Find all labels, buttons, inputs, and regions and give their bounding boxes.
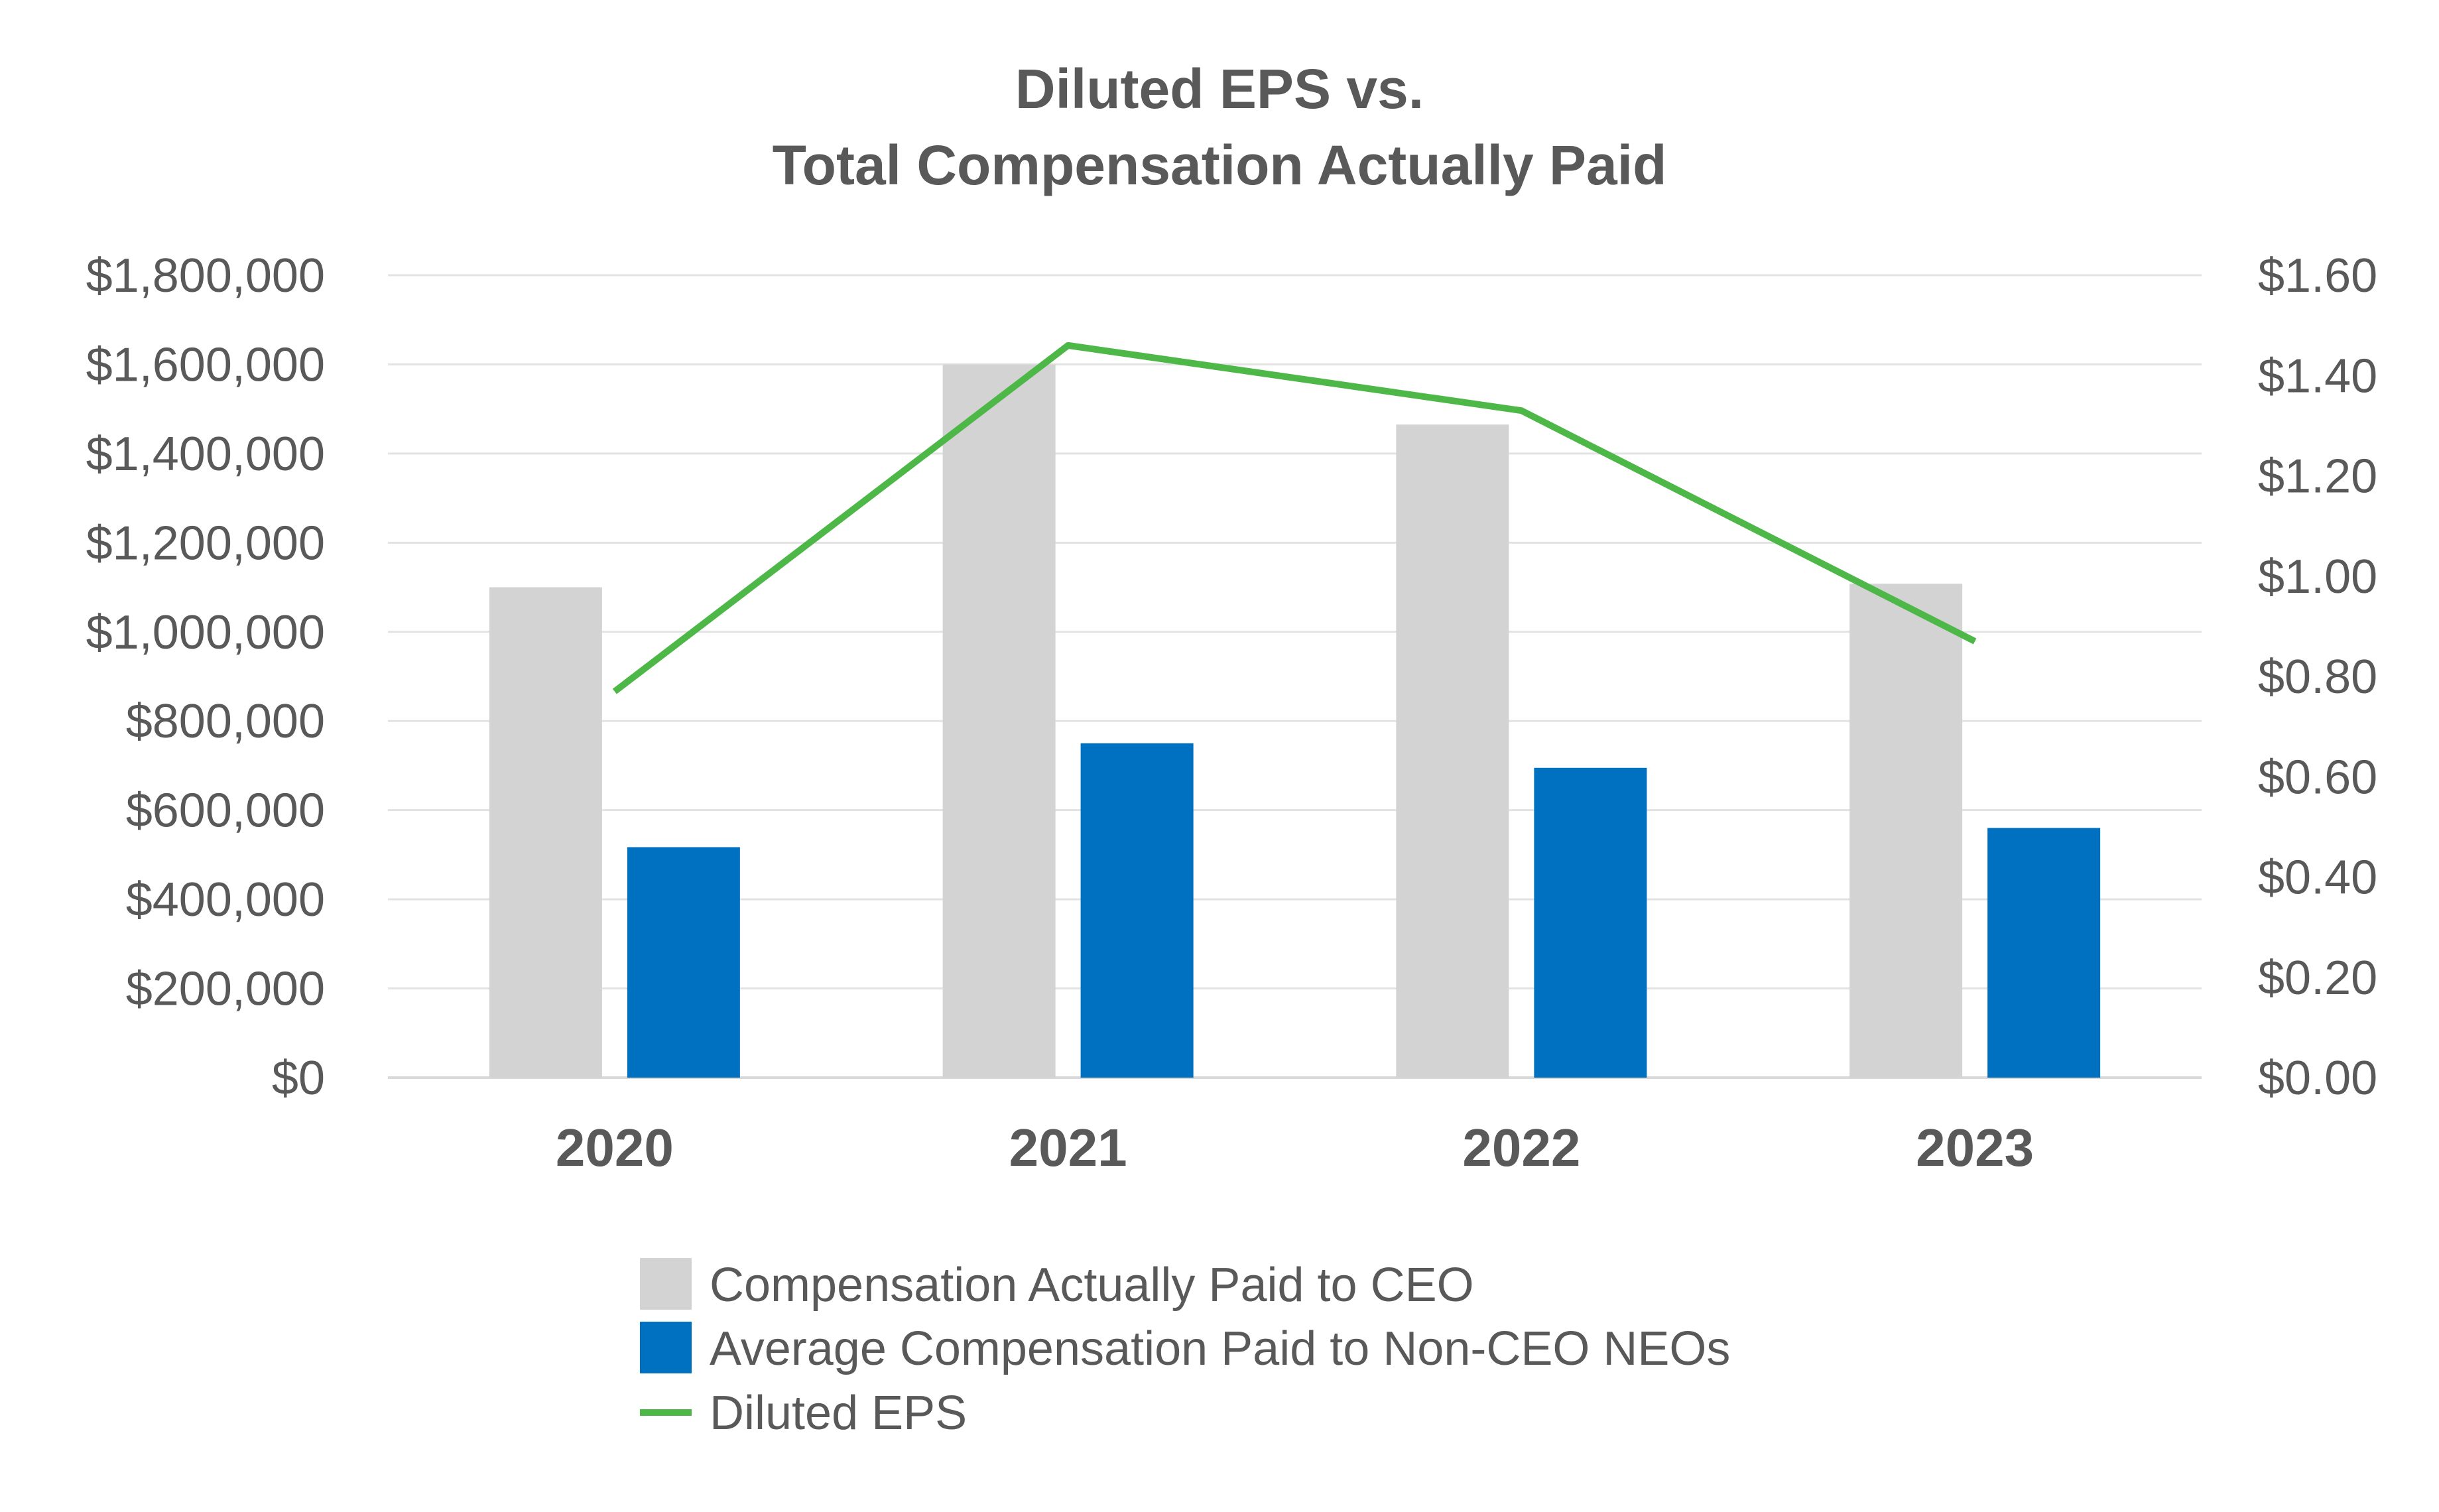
eps-line-series	[612, 342, 1977, 694]
right-axis-tick-label: $0.80	[2258, 651, 2377, 704]
bar-neo-2023	[1987, 828, 2101, 1078]
bar-ceo-2021	[942, 364, 1056, 1078]
right-axis-tick-label: $0.20	[2258, 952, 2377, 1005]
right-axis-tick-label: $1.60	[2258, 249, 2377, 302]
right-axis-tick-label: $1.00	[2258, 550, 2377, 603]
right-axis-tick-label: $0.60	[2258, 751, 2377, 804]
legend-label-2: Diluted EPS	[710, 1387, 967, 1440]
left-axis-tick-label: $1,800,000	[86, 249, 325, 302]
legend-swatch-neo	[640, 1322, 692, 1373]
right-axis-tick-label: $1.40	[2258, 349, 2377, 403]
chart-title-line-1: Diluted EPS vs.	[1015, 58, 1424, 120]
right-axis-tick-label: $0.00	[2258, 1052, 2377, 1105]
right-axis-tick-label: $0.40	[2258, 851, 2377, 905]
bar-neo-2021	[1080, 743, 1194, 1078]
left-axis-tick-label: $800,000	[126, 695, 325, 748]
legend-label-1: Average Compensation Paid to Non-CEO NEO…	[710, 1322, 1730, 1375]
legend: Compensation Actually Paid to CEO Average…	[640, 1258, 1730, 1440]
category-label-2022: 2022	[1462, 1118, 1580, 1177]
right-axis-tick-label: $1.20	[2258, 450, 2377, 503]
bars	[489, 364, 2101, 1078]
bar-ceo-2020	[489, 587, 602, 1078]
right-axis-ticks: $0.00 $0.20 $0.40 $0.60 $0.80 $1.00 $1.20 $1.40…	[2258, 249, 2377, 1105]
chart-title: Diluted EPS vs. Total Compensation Actua…	[773, 58, 1667, 196]
category-label-2023: 2023	[1916, 1118, 2034, 1177]
bar-neo-2022	[1534, 767, 1647, 1078]
chart-title-line-2: Total Compensation Actually Paid	[773, 134, 1667, 196]
bar-ceo-2022	[1396, 424, 1509, 1078]
bar-neo-2020	[627, 847, 740, 1078]
left-axis-tick-label: $200,000	[126, 963, 325, 1016]
category-label-2020: 2020	[556, 1118, 674, 1177]
category-label-2021: 2021	[1009, 1118, 1127, 1177]
eps-line	[612, 342, 1977, 694]
left-axis-tick-label: $1,600,000	[86, 338, 325, 391]
left-axis-ticks: $0 $200,000 $400,000 $600,000 $800,000 $1,000…	[86, 249, 325, 1105]
legend-label-0: Compensation Actually Paid to CEO	[710, 1259, 1474, 1312]
left-axis-tick-label: $1,400,000	[86, 428, 325, 481]
left-axis-tick-label: $600,000	[126, 785, 325, 838]
left-axis-tick-label: $1,200,000	[86, 517, 325, 570]
legend-swatch-ceo	[640, 1258, 692, 1310]
left-axis-tick-label: $1,000,000	[86, 606, 325, 659]
left-axis-tick-label: $400,000	[126, 873, 325, 926]
x-axis-category-labels: 2020 2021 2022 2023	[556, 1118, 2034, 1177]
bar-ceo-2023	[1849, 584, 1963, 1078]
left-axis-tick-label: $0	[272, 1052, 325, 1105]
